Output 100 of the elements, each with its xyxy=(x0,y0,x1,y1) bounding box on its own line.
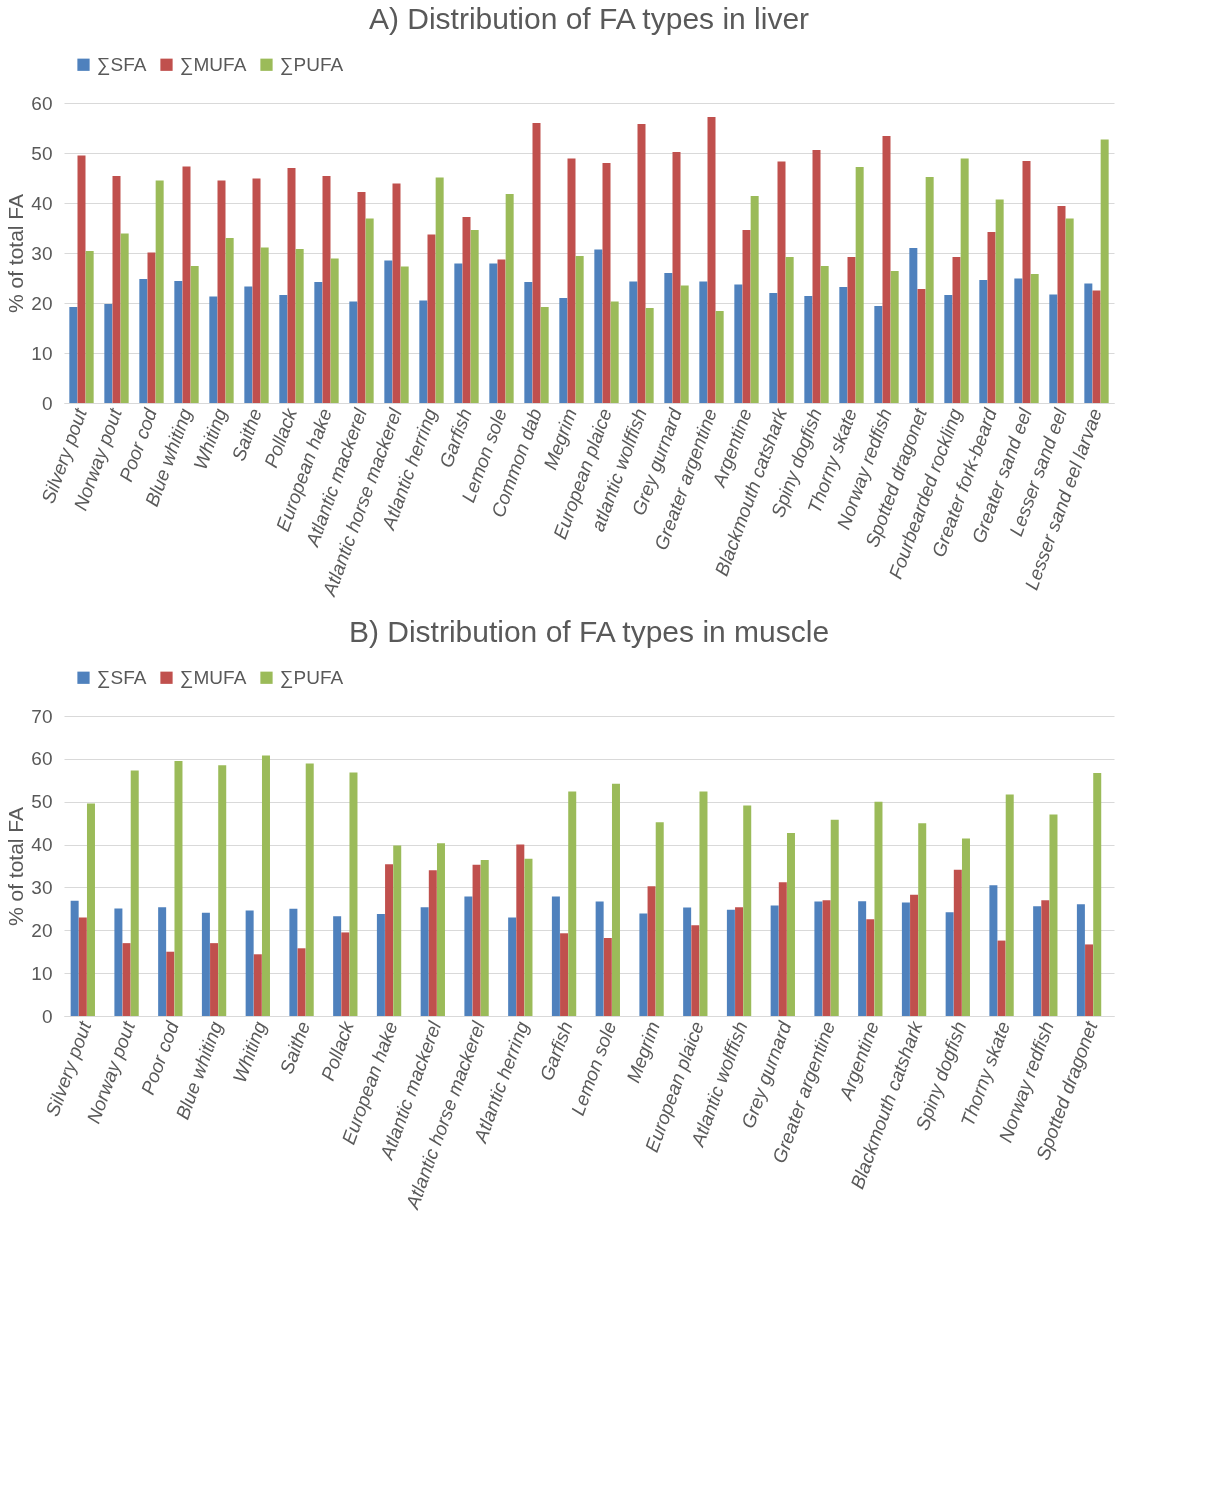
bar xyxy=(505,194,514,403)
y-tick-label: 60 xyxy=(31,748,53,770)
bar xyxy=(155,180,164,403)
bar xyxy=(357,192,366,403)
bar xyxy=(647,886,656,1016)
bar xyxy=(489,263,498,403)
legend-label: ∑MUFA xyxy=(180,53,247,76)
y-tick-label: 40 xyxy=(31,192,53,214)
bar xyxy=(295,249,304,403)
bar xyxy=(1084,283,1093,403)
bar xyxy=(953,869,962,1016)
bar xyxy=(777,161,786,403)
x-tick-label: Garfish xyxy=(535,1018,577,1084)
bar xyxy=(637,124,646,403)
bar xyxy=(830,819,839,1016)
bar xyxy=(70,900,79,1016)
bar xyxy=(1057,206,1066,403)
bar xyxy=(400,266,409,403)
bar xyxy=(699,281,708,403)
bar xyxy=(201,912,210,1016)
legend-label: ∑PUFA xyxy=(280,53,344,76)
bar xyxy=(245,910,254,1016)
bar xyxy=(575,256,584,403)
legend-label: ∑SFA xyxy=(97,53,147,76)
y-tick-label: 50 xyxy=(31,142,53,164)
y-tick-label: 30 xyxy=(31,242,53,264)
x-tick-label: Poor cod xyxy=(137,1017,184,1098)
bar xyxy=(812,150,821,403)
bar xyxy=(480,860,489,1016)
bar xyxy=(104,304,113,403)
bar xyxy=(1065,218,1074,403)
bar xyxy=(918,823,927,1016)
bar xyxy=(393,845,402,1016)
y-tick-label: 60 xyxy=(31,92,53,114)
y-tick-label: 30 xyxy=(31,876,53,898)
y-tick-label: 70 xyxy=(31,705,53,727)
bar xyxy=(289,908,298,1016)
bar xyxy=(385,864,394,1016)
bar xyxy=(1049,814,1058,1016)
bar xyxy=(715,311,724,403)
bar xyxy=(436,843,445,1016)
bar xyxy=(279,295,288,403)
bar xyxy=(330,258,339,403)
bar xyxy=(910,894,919,1016)
bar xyxy=(333,916,342,1016)
bar xyxy=(120,233,129,403)
bar xyxy=(735,907,744,1016)
bar xyxy=(139,279,148,403)
bar xyxy=(595,901,604,1016)
y-tick-label: 40 xyxy=(31,834,53,856)
bar xyxy=(655,822,664,1016)
bar xyxy=(925,177,934,403)
bar xyxy=(989,885,998,1016)
bar xyxy=(603,938,612,1016)
bar xyxy=(174,281,183,403)
bar xyxy=(462,217,471,403)
bar xyxy=(1014,278,1023,403)
bar xyxy=(122,943,131,1016)
bar xyxy=(217,180,226,403)
bar xyxy=(305,763,314,1016)
bar xyxy=(1005,794,1014,1016)
bar xyxy=(734,284,743,403)
bar xyxy=(190,266,199,403)
bar xyxy=(112,176,121,403)
bar xyxy=(691,925,700,1016)
bar xyxy=(524,282,533,403)
bar xyxy=(629,281,638,403)
bar xyxy=(785,257,794,403)
y-axis-title: % of total FA xyxy=(4,193,28,314)
bar xyxy=(917,289,926,403)
bar xyxy=(610,301,619,403)
bar xyxy=(1076,904,1085,1016)
bar xyxy=(508,917,517,1016)
bar xyxy=(428,870,437,1016)
bar xyxy=(218,765,227,1016)
bar xyxy=(855,167,864,403)
bar xyxy=(435,177,444,403)
y-tick-label: 10 xyxy=(31,962,53,984)
bar xyxy=(1022,161,1031,403)
y-tick-label: 0 xyxy=(41,1005,53,1027)
bar xyxy=(1033,906,1042,1016)
bar xyxy=(559,298,568,403)
bar xyxy=(683,907,692,1016)
bar xyxy=(86,803,95,1016)
bar xyxy=(786,833,795,1016)
bar xyxy=(945,912,954,1016)
bar xyxy=(858,901,867,1016)
chart-title: B) Distribution of FA types in muscle xyxy=(348,615,830,648)
bar xyxy=(874,306,883,403)
bar xyxy=(778,882,787,1016)
bar xyxy=(995,199,1004,403)
bar xyxy=(470,230,479,403)
bar xyxy=(85,251,94,403)
x-tick-label: Saithe xyxy=(275,1018,315,1077)
bar xyxy=(322,176,331,403)
bar xyxy=(384,260,393,403)
bar xyxy=(567,158,576,403)
bar xyxy=(874,801,883,1016)
bar xyxy=(822,900,831,1016)
bar xyxy=(225,238,234,403)
